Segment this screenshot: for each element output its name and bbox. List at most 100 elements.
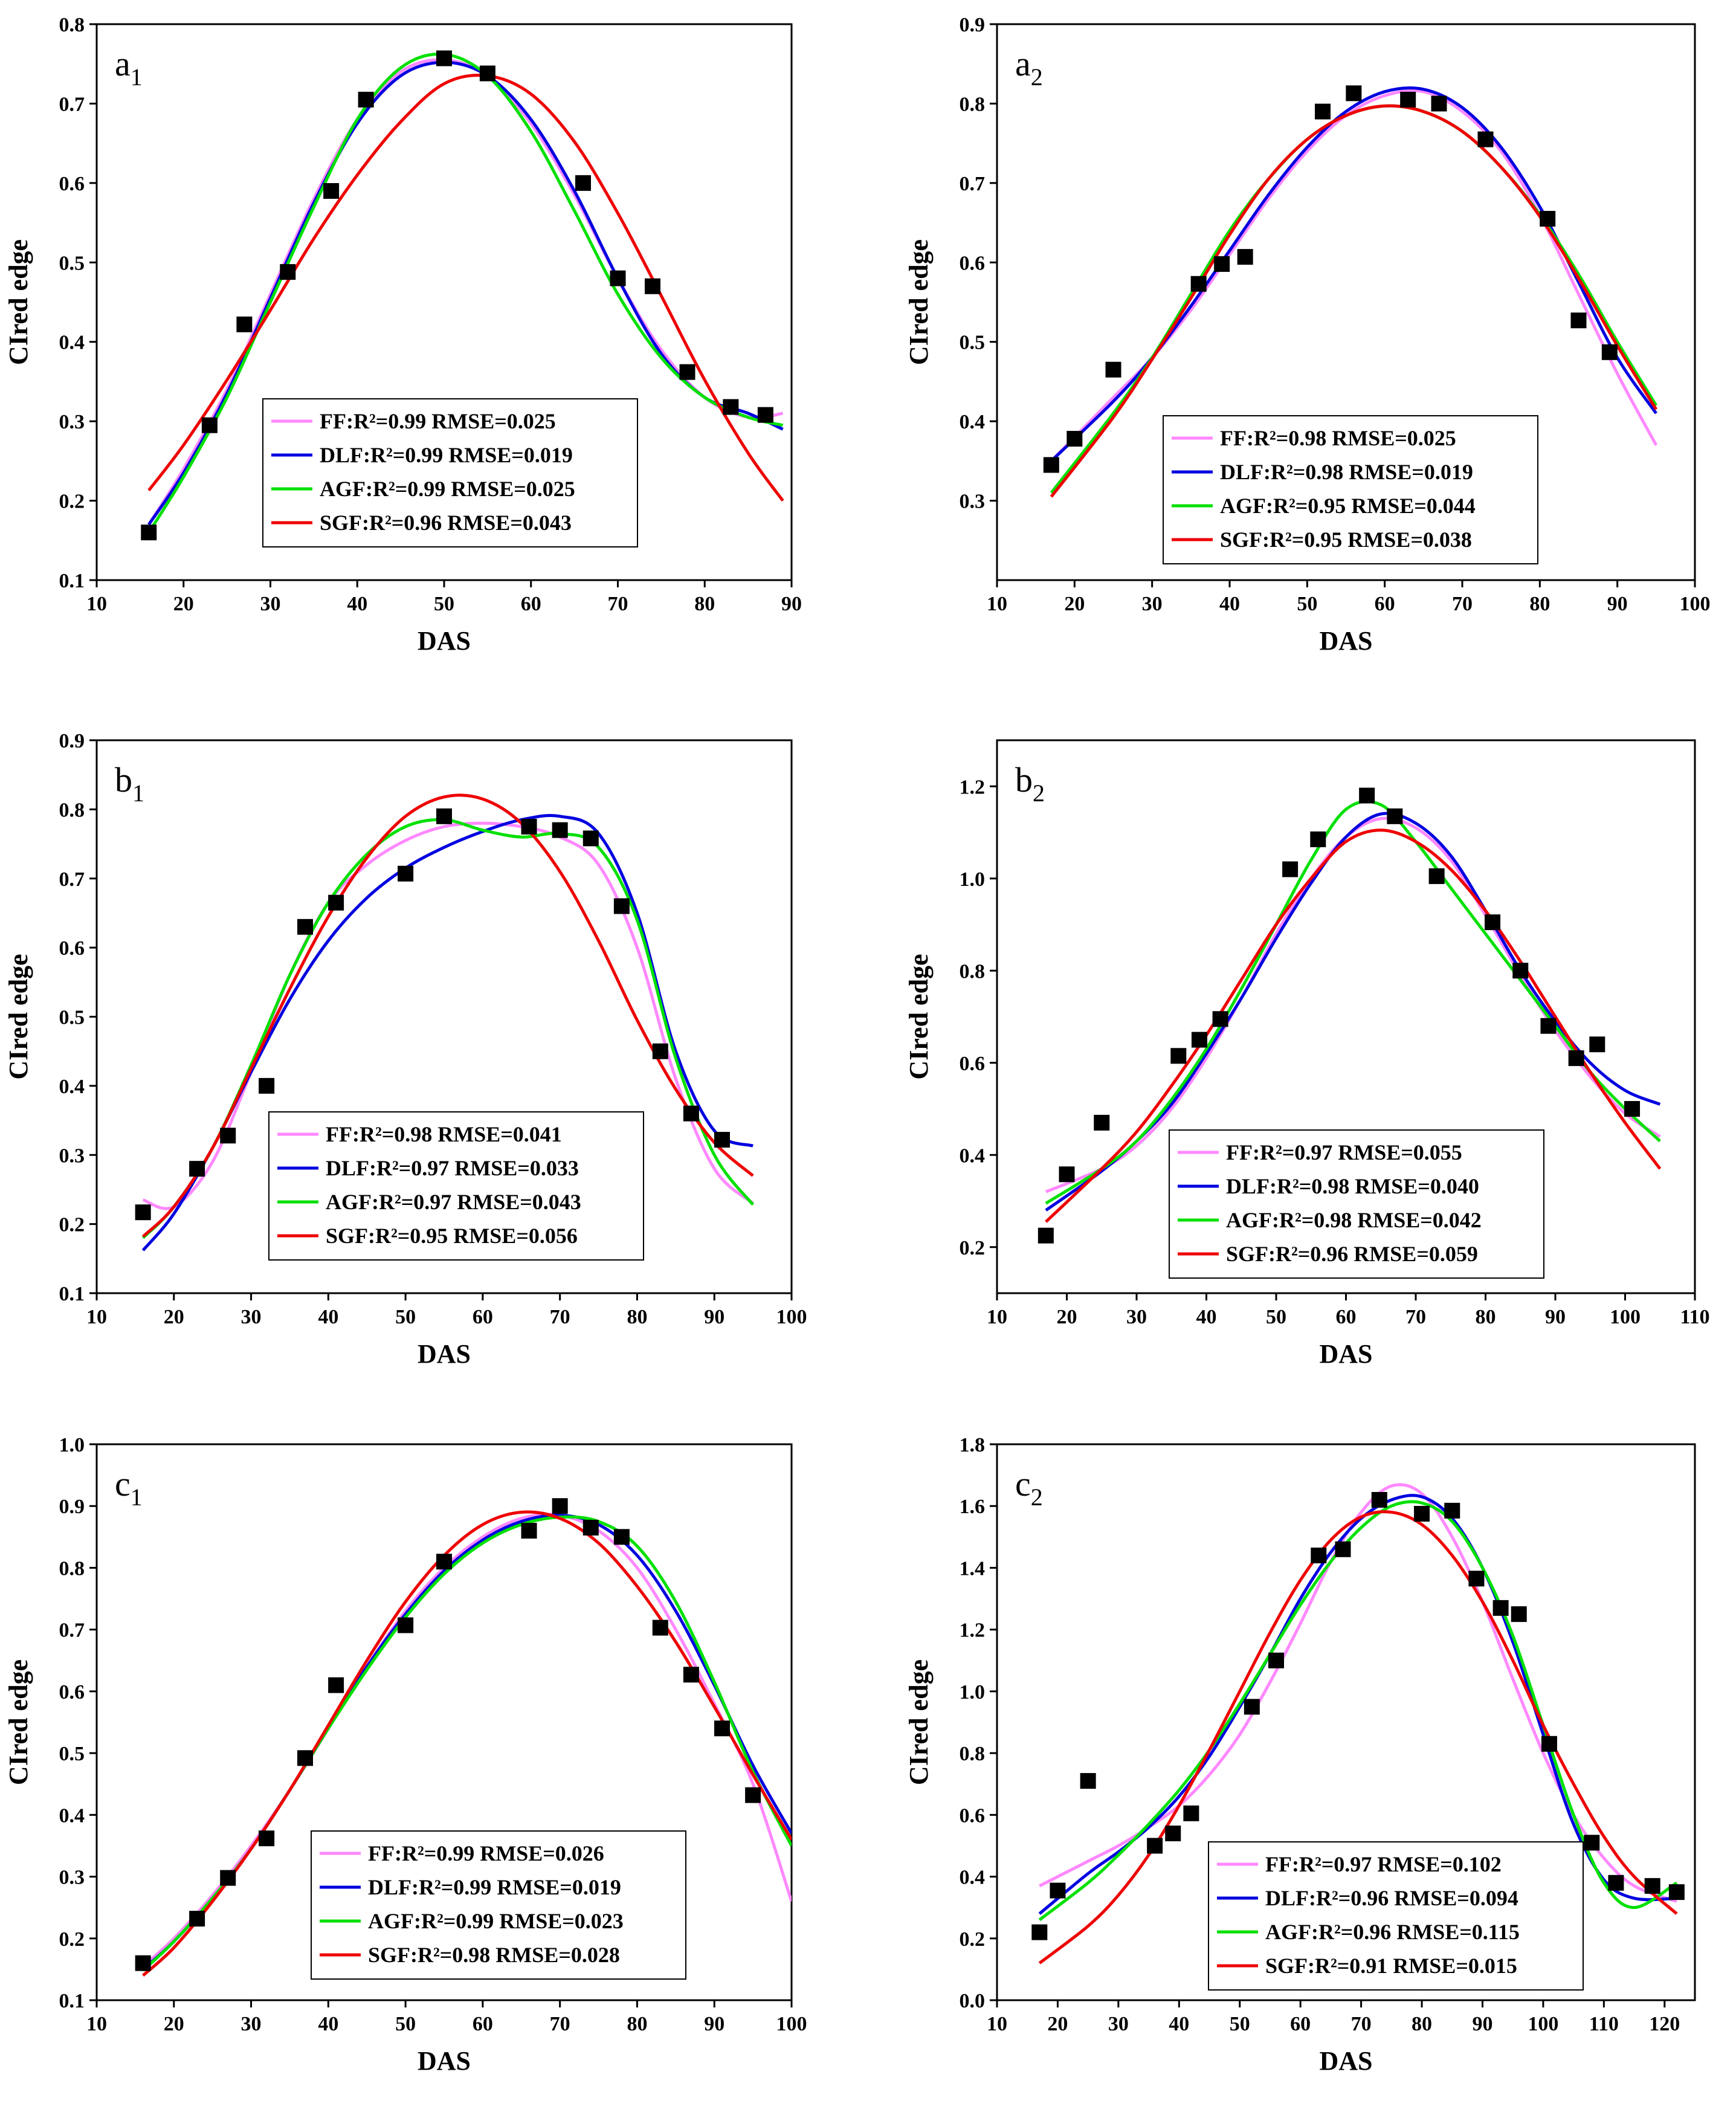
data-point (220, 1870, 236, 1886)
y-tick-label: 0.4 (960, 1867, 986, 1889)
data-point (259, 1077, 275, 1094)
y-tick-label: 0.4 (59, 332, 85, 354)
x-tick-label: 90 (1545, 1306, 1566, 1328)
x-tick-label: 10 (987, 593, 1007, 615)
x-tick-label: 10 (987, 2013, 1007, 2035)
y-axis-title: CIred edge (4, 239, 33, 365)
data-point (280, 264, 296, 280)
data-point (1568, 1050, 1584, 1067)
x-tick-label: 50 (1297, 593, 1317, 615)
legend-entry-agf: AGF:R²=0.98 RMSE=0.042 (1226, 1208, 1482, 1232)
legend-entry-ff: FF:R²=0.97 RMSE=0.102 (1265, 1852, 1502, 1876)
data-point (1214, 256, 1230, 272)
data-point (436, 1554, 452, 1570)
y-axis-title: CIred edge (4, 954, 33, 1079)
data-point (297, 1750, 313, 1766)
x-tick-label: 30 (1108, 2013, 1129, 2035)
data-point (436, 808, 452, 824)
legend-entry-agf: AGF:R²=0.99 RMSE=0.025 (320, 477, 575, 501)
data-point (236, 316, 253, 332)
x-tick-label: 40 (1169, 2013, 1189, 2035)
plot-frame (996, 23, 1696, 581)
data-point (1371, 1492, 1387, 1508)
curve-dlf (1050, 86, 1657, 462)
data-point (1170, 1048, 1187, 1064)
x-tick-label: 70 (1452, 593, 1473, 615)
data-point (1315, 103, 1331, 120)
data-point (1105, 361, 1121, 378)
data-point (1268, 1652, 1284, 1668)
y-tick-label: 1.4 (960, 1557, 986, 1580)
x-tick-label: 50 (395, 1306, 416, 1328)
y-tick-label: 0.7 (960, 173, 986, 195)
data-point (683, 1105, 699, 1122)
data-point (645, 278, 660, 294)
y-tick-label: 0.8 (960, 960, 986, 983)
legend-box (1163, 415, 1538, 564)
y-tick-label: 0.1 (59, 1283, 85, 1305)
data-point (1387, 808, 1403, 824)
y-tick-label: 0.2 (59, 491, 85, 513)
x-tick-label: 10 (86, 1306, 107, 1328)
data-point (1311, 1548, 1327, 1563)
data-point (1512, 963, 1529, 979)
data-point (358, 91, 374, 108)
chart-panel-c1: 10 20 30 40 50 60 70 80 90 100 0.1 0.2 0.3 0.4 0.5 0.6 0… (4, 1434, 807, 2076)
data-point (1031, 1924, 1048, 1940)
y-tick-label: 0.6 (59, 937, 85, 960)
data-point (1346, 85, 1362, 102)
x-tick-label: 50 (395, 2013, 416, 2035)
x-tick-label: 20 (1047, 2013, 1068, 2035)
legend-entry-ff: FF:R²=0.98 RMSE=0.041 (326, 1122, 562, 1146)
data-point (1191, 1032, 1207, 1048)
legend-entry-agf: AGF:R²=0.99 RMSE=0.023 (368, 1909, 624, 1933)
data-point (1037, 1227, 1054, 1244)
x-tick-label: 80 (1412, 2013, 1432, 2035)
panel-subscript: 1 (131, 63, 143, 91)
y-tick-label: 0.7 (59, 868, 85, 891)
chart-panel-b1: 10 20 30 40 50 60 70 80 90 100 0.1 0.2 0.3 0.4 0.5 0.6 0… (4, 730, 807, 1369)
data-point (189, 1161, 205, 1177)
data-point (757, 407, 773, 423)
data-point (1601, 344, 1618, 360)
curves-group (1038, 1483, 1678, 1965)
x-tick-label: 90 (704, 2013, 724, 2035)
legend-box (268, 1111, 644, 1261)
curve-sgf (147, 73, 784, 502)
data-point (1190, 276, 1207, 292)
y-tick-label: 0.8 (59, 799, 85, 821)
legend-entry-sgf: SGF:R²=0.95 RMSE=0.038 (1220, 528, 1472, 552)
data-point (328, 1677, 344, 1693)
x-axis-title: DAS (418, 1339, 471, 1369)
y-tick-label: 0.8 (960, 93, 986, 115)
x-tick-label: 120 (1649, 2013, 1680, 2035)
x-tick-label: 60 (473, 2013, 493, 2035)
y-tick-label: 0.2 (960, 1928, 986, 1951)
data-point (1624, 1101, 1641, 1117)
legend-entry-sgf: SGF:R²=0.96 RMSE=0.059 (1226, 1242, 1478, 1266)
data-point (135, 1955, 151, 1971)
curves-group (1050, 86, 1658, 498)
x-tick-label: 60 (1336, 1306, 1357, 1328)
y-tick-label: 0.0 (960, 1990, 986, 2012)
y-tick-label: 0.2 (960, 1237, 986, 1259)
data-point (1043, 457, 1059, 473)
y-tick-label: 0.9 (59, 730, 85, 752)
x-tick-label: 80 (1529, 593, 1550, 615)
data-point (1541, 1736, 1557, 1752)
y-tick-label: 0.9 (59, 1496, 85, 1518)
x-tick-label: 20 (173, 593, 194, 615)
x-tick-label: 70 (1405, 1306, 1426, 1328)
x-tick-label: 10 (86, 2013, 107, 2035)
data-point (1310, 831, 1326, 847)
x-tick-label: 50 (434, 593, 454, 615)
y-axis-title: CIred edge (904, 954, 934, 1079)
y-tick-label: 0.8 (59, 1557, 85, 1580)
y-tick-label: 1.6 (960, 1496, 986, 1518)
data-point (613, 898, 630, 914)
y-tick-label: 1.8 (960, 1434, 986, 1456)
panel-letter: b (1015, 760, 1033, 799)
curve-sgf (1045, 828, 1662, 1223)
y-tick-label: 0.6 (59, 1681, 85, 1703)
